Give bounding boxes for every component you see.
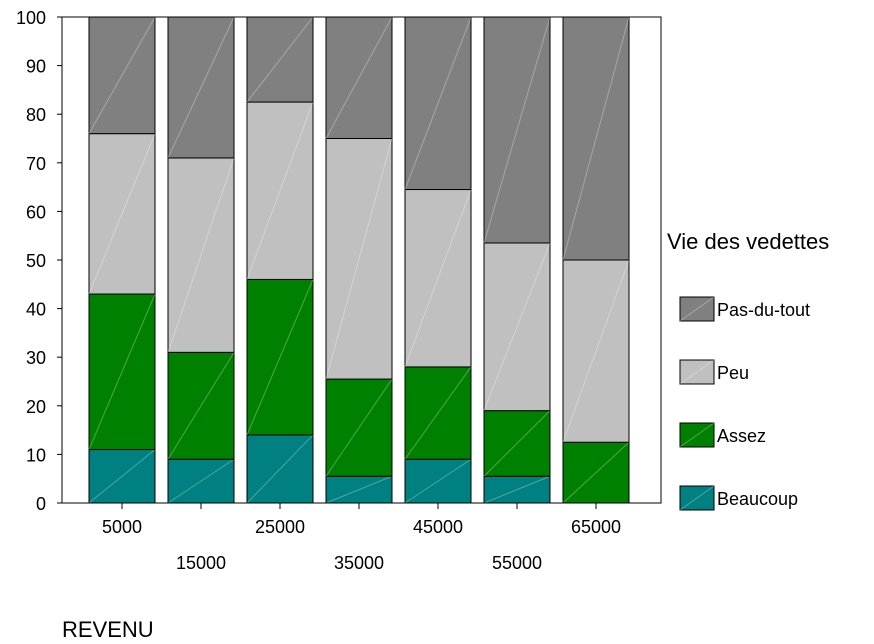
x-tick-label: 55000 [492, 553, 542, 573]
legend-title: Vie des vedettes [667, 229, 829, 254]
legend-label-assez: Assez [717, 426, 766, 446]
y-tick-label: 30 [26, 348, 46, 368]
x-axis: 5000 15000 25000 35000 45000 55000 65000 [102, 503, 621, 573]
x-tick-label: 65000 [571, 517, 621, 537]
bars-layer [89, 17, 629, 503]
x-tick-label: 35000 [334, 553, 384, 573]
x-axis-label: REVENU [62, 617, 154, 642]
x-tick-label: 5000 [102, 517, 142, 537]
y-axis: 0 10 20 30 40 50 60 70 80 90 100 [16, 8, 62, 514]
y-tick-label: 70 [26, 154, 46, 174]
x-tick-label: 25000 [255, 517, 305, 537]
y-tick-label: 40 [26, 300, 46, 320]
y-tick-label: 100 [16, 8, 46, 28]
legend-label-peu: Peu [717, 363, 749, 383]
x-tick-label: 45000 [413, 517, 463, 537]
y-tick-label: 90 [26, 57, 46, 77]
legend-label-pas-du-tout: Pas-du-tout [717, 300, 810, 320]
y-tick-label: 50 [26, 251, 46, 271]
y-tick-label: 60 [26, 202, 46, 222]
legend-label-beaucoup: Beaucoup [717, 489, 798, 509]
legend: Pas-du-tout Peu Assez Beaucoup [680, 297, 810, 510]
y-tick-label: 20 [26, 397, 46, 417]
y-tick-label: 10 [26, 445, 46, 465]
x-tick-label: 15000 [176, 553, 226, 573]
y-tick-label: 0 [36, 494, 46, 514]
y-tick-label: 80 [26, 105, 46, 125]
